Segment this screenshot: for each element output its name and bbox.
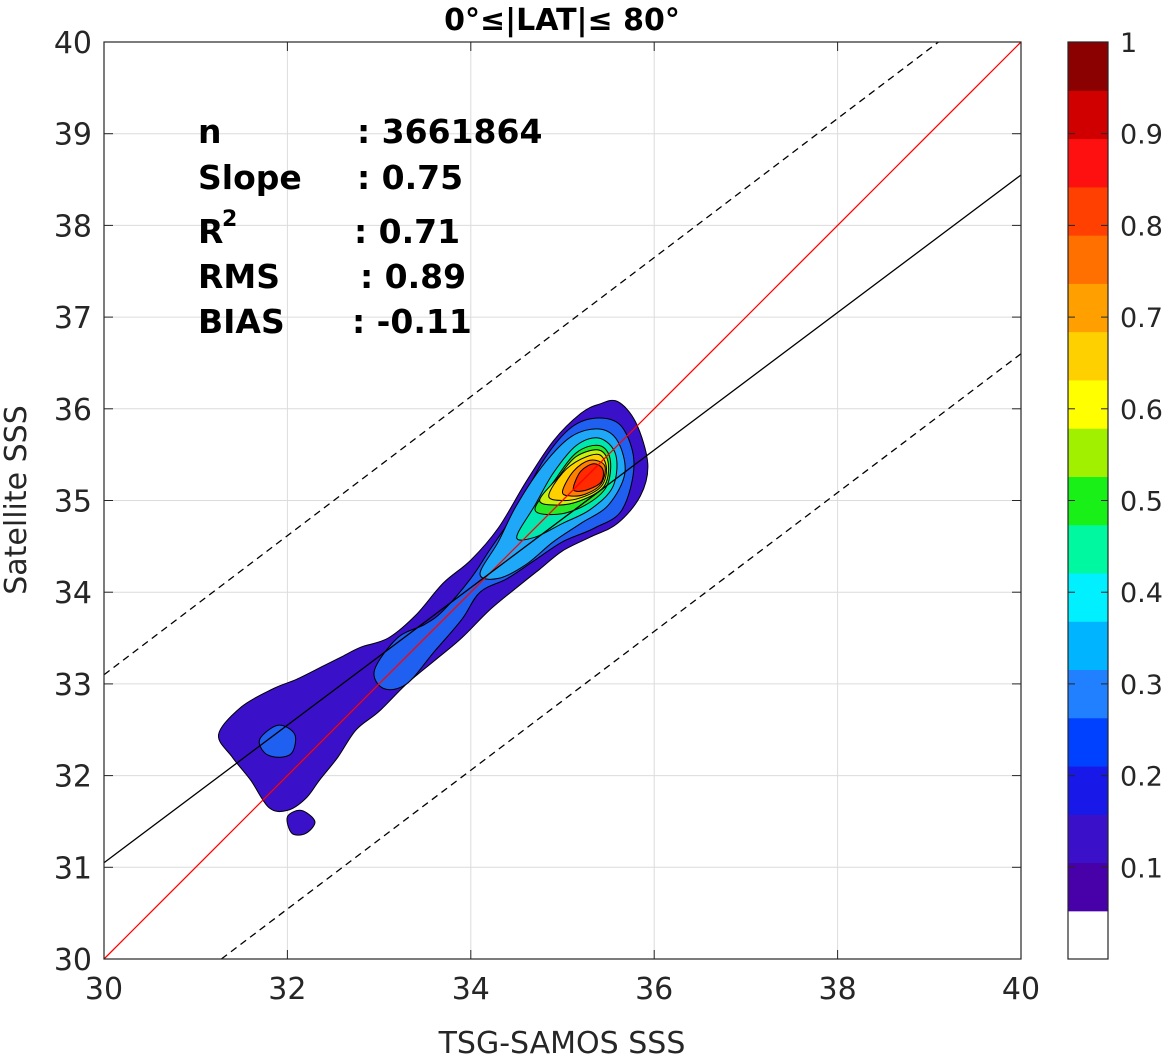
y-tick-label: 33 [54, 668, 92, 703]
colorbar-tick-label: 0.7 [1120, 303, 1163, 334]
colorbar-tick-label: 0.4 [1120, 578, 1163, 609]
colorbar-tick-label: 1 [1120, 28, 1137, 59]
y-tick-label: 40 [54, 26, 92, 61]
stat-r2-superscript: 2 [222, 207, 237, 232]
colorbar-segment [1068, 717, 1108, 767]
contour-level [258, 724, 297, 758]
y-tick-label: 32 [54, 760, 92, 795]
colorbar-tick-label: 0.6 [1120, 395, 1163, 426]
colorbar-segment [1068, 283, 1108, 333]
y-tick-label: 30 [54, 943, 92, 978]
colorbar-tick-label: 0.2 [1120, 762, 1163, 793]
stat-n-value: : 3661864 [357, 112, 542, 151]
y-tick-label: 34 [54, 576, 92, 611]
x-tick-label: 38 [819, 972, 857, 1007]
colorbar-tick-label: 0.9 [1120, 120, 1163, 151]
colorbar-segment [1068, 90, 1108, 140]
statistics-box: n : 3661864 Slope : 0.75 R 2 : 0.71 RMS … [198, 112, 542, 341]
stat-bias-label: BIAS [198, 302, 285, 341]
colorbar-segment [1068, 862, 1108, 912]
colorbar-segment [1068, 572, 1108, 622]
colorbar-segment [1068, 138, 1108, 188]
colorbar-tick-label: 0.8 [1120, 211, 1163, 242]
colorbar-segment [1068, 910, 1108, 960]
x-tick-label: 36 [635, 972, 673, 1007]
colorbar-segment [1068, 765, 1108, 815]
reference-lines [103, 41, 1022, 960]
y-axis-title: Satellite SSS [0, 405, 34, 595]
x-axis-title: TSG-SAMOS SSS [438, 1026, 686, 1055]
colorbar-segment [1068, 42, 1108, 91]
colorbar-tick-label: 0.3 [1120, 670, 1163, 701]
colorbar-segment [1068, 428, 1108, 477]
one-to-one-line [103, 41, 1022, 960]
stat-r2-value: : 0.71 [354, 212, 460, 251]
y-tick-label: 31 [54, 851, 92, 886]
contour-level [286, 809, 316, 836]
y-tick-label: 37 [54, 301, 92, 336]
density-contours [218, 399, 649, 836]
colorbar-segment [1068, 186, 1108, 236]
y-tick-label: 39 [54, 118, 92, 153]
axis-ticks: 30 32 34 36 38 40 30 31 32 33 34 35 36 37 38 39 40 [54, 26, 1040, 1007]
x-tick-label: 40 [1002, 972, 1040, 1007]
colorbar-segment [1068, 621, 1108, 671]
colorbar: 0.1 0.2 0.3 0.4 0.5 0.6 0.7 0.8 0.9 1 [1067, 28, 1163, 960]
y-tick-label: 35 [54, 485, 92, 520]
colorbar-segment [1068, 524, 1108, 574]
colorbar-segment [1068, 235, 1108, 284]
stat-slope-label: Slope [198, 158, 302, 197]
stat-rms-value: : 0.89 [360, 257, 466, 296]
contour-level [572, 463, 604, 492]
stat-bias-value: : -0.11 [352, 302, 472, 341]
stat-rms-label: RMS [198, 257, 280, 296]
colorbar-segment [1068, 379, 1108, 429]
upper-bound-line [103, 41, 939, 676]
stat-r2-label: R [198, 212, 223, 251]
stat-slope-value: : 0.75 [357, 158, 463, 197]
colorbar-tick-label: 0.5 [1120, 487, 1163, 518]
colorbar-segment [1068, 814, 1108, 864]
x-tick-label: 32 [268, 972, 306, 1007]
stat-n-label: n [198, 112, 222, 151]
chart-title: 0°≤|LAT|≤ 80° [444, 3, 680, 38]
x-tick-label: 34 [452, 972, 490, 1007]
y-tick-label: 36 [54, 393, 92, 428]
y-tick-label: 38 [54, 209, 92, 244]
regression-line [103, 174, 1022, 864]
colorbar-tick-label: 0.1 [1120, 853, 1163, 884]
colorbar-segment [1068, 669, 1108, 719]
x-tick-label: 30 [85, 972, 123, 1007]
colorbar-segment [1068, 331, 1108, 381]
